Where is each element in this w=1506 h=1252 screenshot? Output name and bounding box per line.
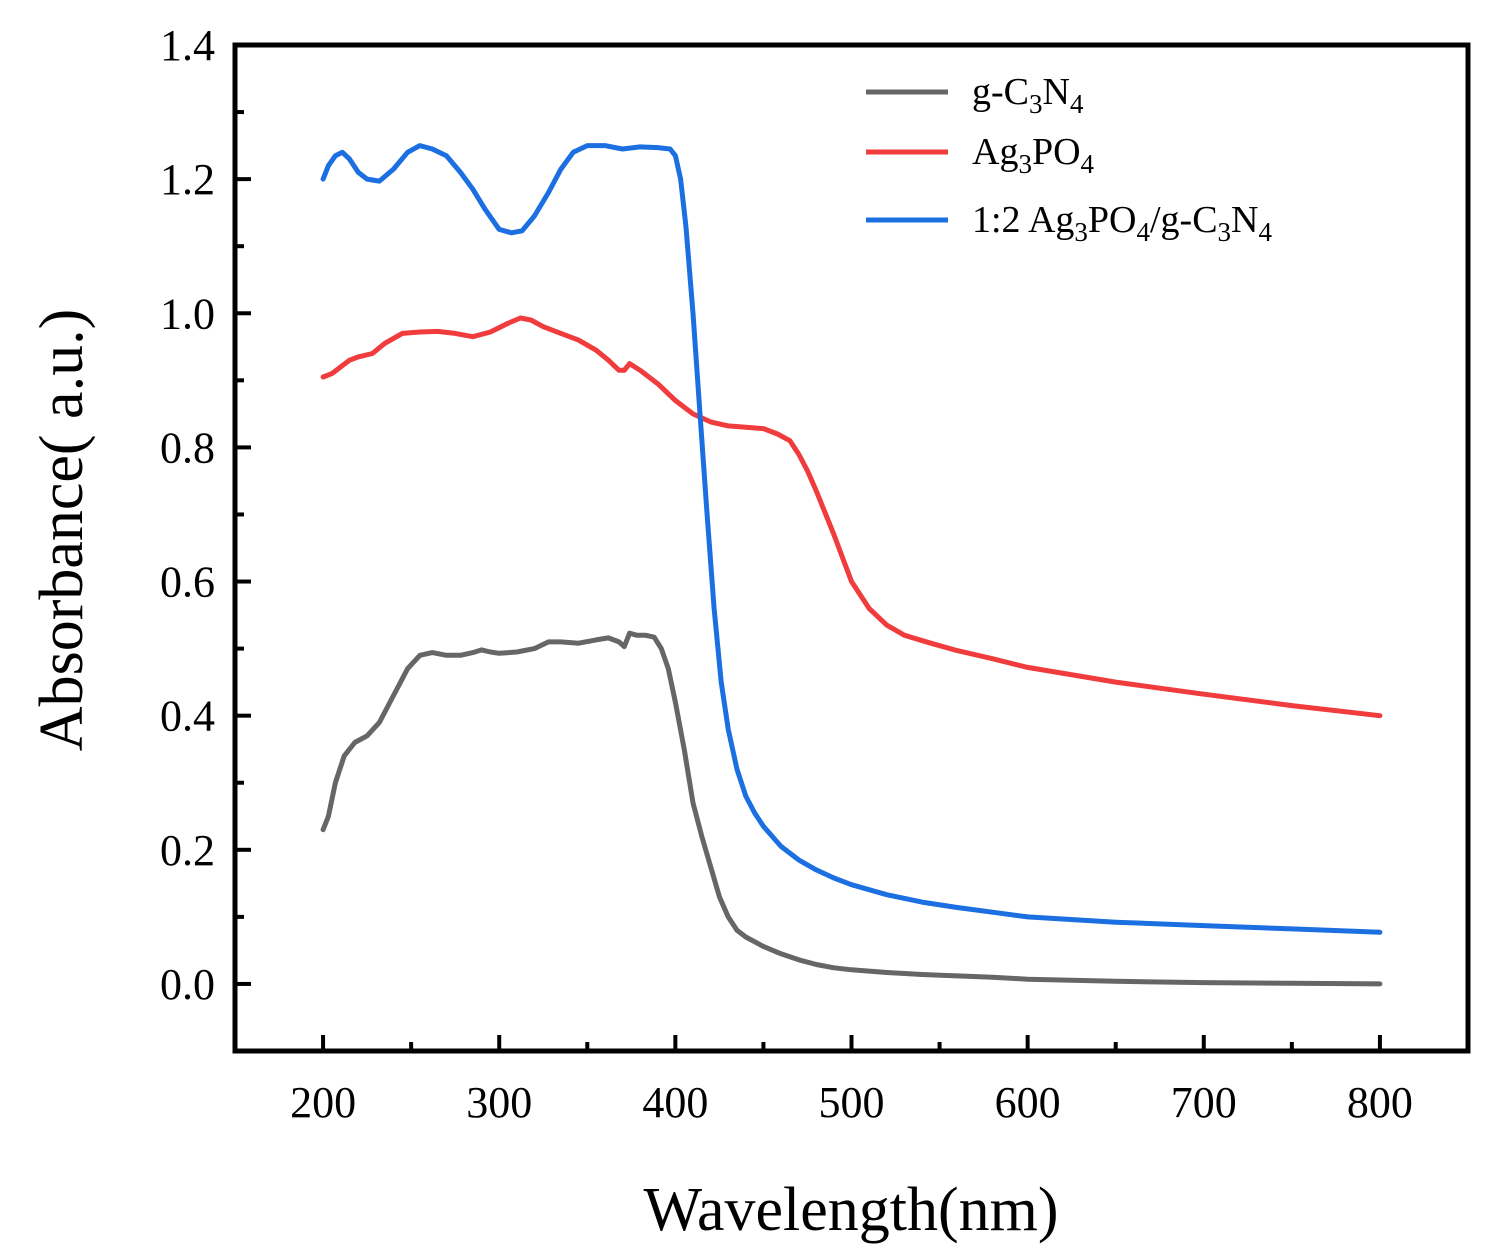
y-tick-label-5: 1.0 xyxy=(160,289,215,338)
x-tick-label-2: 400 xyxy=(642,1078,708,1127)
legend-label-g-c3n4: g-C3N4 xyxy=(972,71,1084,119)
series-line-0 xyxy=(320,630,1383,987)
x-tick-label-1: 300 xyxy=(466,1078,532,1127)
x-tick-label-0: 200 xyxy=(290,1078,356,1127)
ticks-layer xyxy=(235,43,1382,1051)
legend: g-C3N4 Ag3PO4 1:2 Ag3PO4/g-C3N4 xyxy=(866,71,1273,247)
y-tick-label-7: 1.4 xyxy=(160,21,215,70)
y-tick-label-4: 0.8 xyxy=(160,423,215,472)
y-tick-label-6: 1.2 xyxy=(160,155,215,204)
x-tick-label-4: 600 xyxy=(995,1078,1061,1127)
x-tick-label-6: 800 xyxy=(1347,1078,1413,1127)
x-axis-title: Wavelength(nm) xyxy=(643,1176,1058,1244)
y-tick-label-3: 0.6 xyxy=(160,558,215,607)
x-tick-label-5: 700 xyxy=(1171,1078,1237,1127)
y-tick-label-1: 0.2 xyxy=(160,826,215,875)
legend-label-ag3po4: Ag3PO4 xyxy=(972,131,1095,179)
tick-labels-layer: 200 300 400 500 600 700 800 0.0 0.2 0.4 0.6 0.8 1.0 1… xyxy=(160,21,1413,1127)
x-tick-label-3: 500 xyxy=(819,1078,885,1127)
y-tick-label-2: 0.4 xyxy=(160,692,215,741)
series-line-1 xyxy=(320,315,1383,719)
y-axis-title: Absorbance( a.u.) xyxy=(28,309,96,751)
plot-frame xyxy=(232,42,1471,1054)
series-layer xyxy=(320,143,1383,987)
y-tick-label-0: 0.0 xyxy=(160,960,215,1009)
series-line-2 xyxy=(320,143,1383,935)
legend-label-composite: 1:2 Ag3PO4/g-C3N4 xyxy=(972,199,1273,247)
